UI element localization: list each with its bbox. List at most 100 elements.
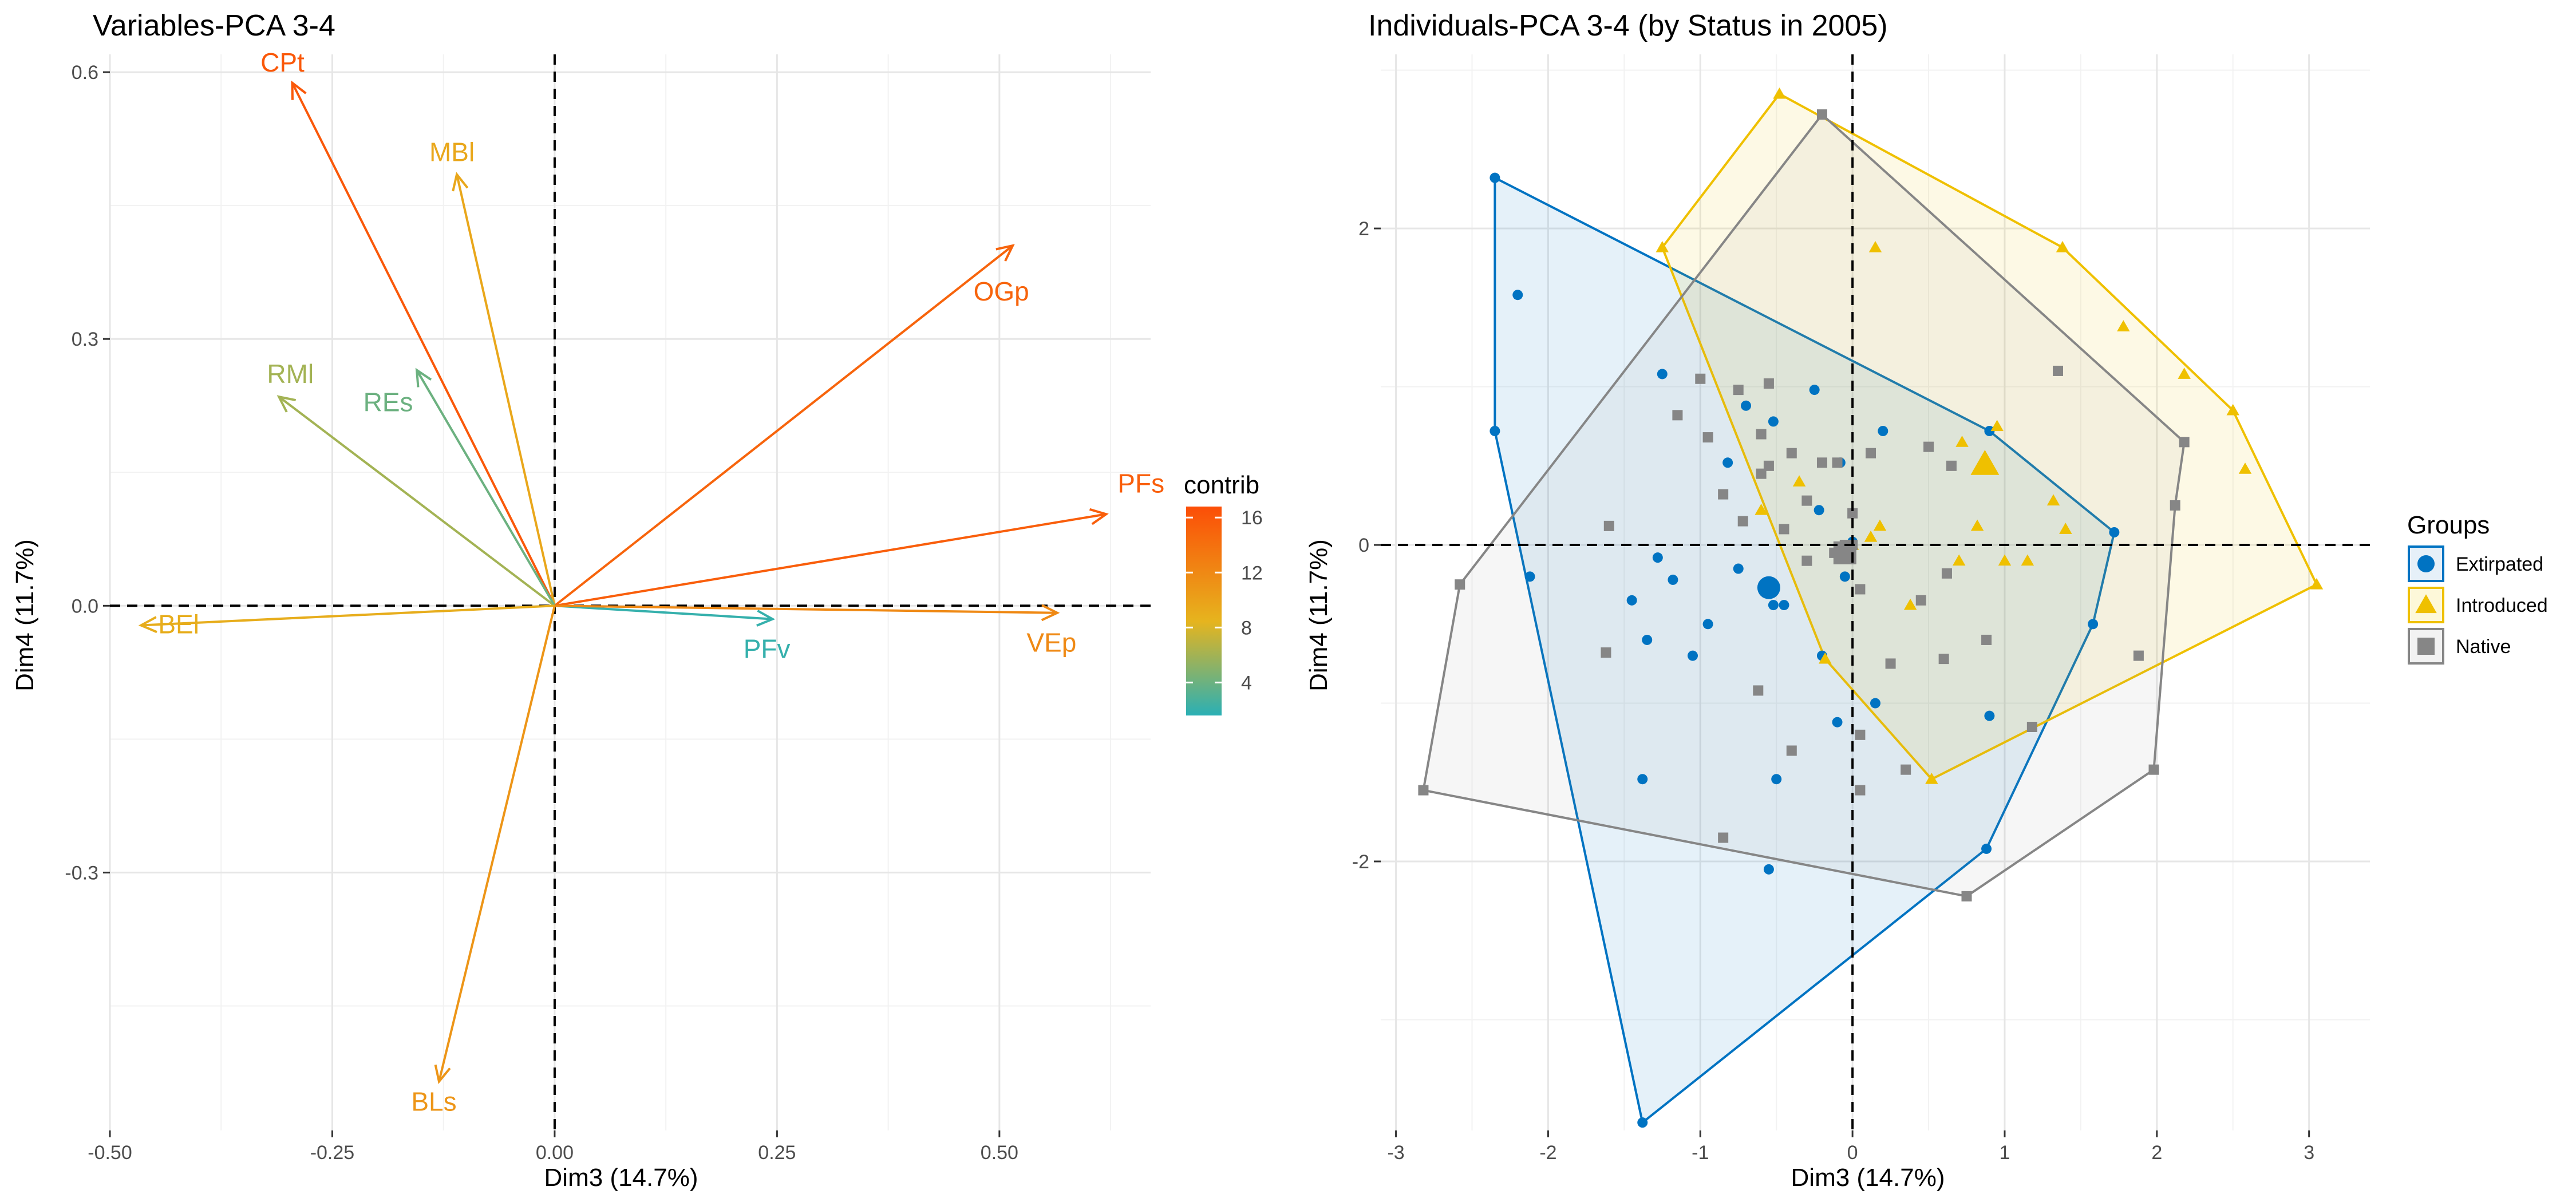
variable-label-ogp: OGp — [974, 276, 1029, 306]
variable-label-rml: RMl — [267, 359, 314, 389]
data-point — [1801, 495, 1812, 506]
x-tick-labels: -3 -2 -1 0 1 2 3 — [1387, 1130, 2314, 1164]
individuals-pca-panel: -3 -2 -1 0 1 2 3 2 0 -2 Individuals-PCA 3-4 (by … — [1305, 9, 2370, 1192]
variable-label-vep: VEp — [1026, 628, 1076, 658]
data-point — [2148, 764, 2159, 775]
data-point — [1819, 652, 1832, 664]
x-tick-label: -3 — [1387, 1142, 1404, 1164]
y-tick-label: 0.6 — [72, 62, 98, 84]
data-point — [1418, 785, 1429, 796]
data-point — [1763, 460, 1774, 471]
data-point — [2026, 722, 2037, 732]
data-point — [2226, 404, 2239, 416]
groups-legend-items: Extirpated Introduced Native — [2408, 545, 2548, 665]
data-point — [1718, 489, 1729, 500]
arrow-shaft — [291, 82, 556, 607]
x-tick-label: -2 — [1539, 1142, 1556, 1164]
group-centroid — [1757, 576, 1780, 599]
data-point — [1855, 785, 1866, 796]
legend-label: Introduced — [2456, 595, 2548, 616]
data-point — [1753, 685, 1764, 696]
points-native — [1418, 109, 2190, 902]
y-tick-label: 0 — [1358, 535, 1369, 556]
data-point — [2056, 241, 2069, 252]
data-point — [1672, 410, 1683, 421]
y-tick-label: 2 — [1358, 218, 1369, 240]
contrib-legend-ticks: 4 8 12 16 — [1186, 507, 1263, 694]
data-point — [1737, 516, 1748, 527]
data-point — [1868, 241, 1882, 252]
y-tick-label: 0.0 — [72, 595, 98, 617]
arrow-head — [756, 610, 776, 627]
x-tick-label: 0.50 — [981, 1142, 1018, 1164]
arrow-shaft — [456, 174, 556, 606]
variable-label-pfv: PFv — [744, 634, 791, 664]
data-point — [1873, 519, 1887, 531]
data-point — [1779, 600, 1789, 611]
group-centroid — [1970, 450, 2000, 475]
data-point — [1952, 554, 1966, 566]
arrow-head — [452, 172, 469, 192]
data-point — [1455, 579, 1465, 590]
data-point — [1814, 505, 1824, 516]
individuals-y-axis-label: Dim4 (11.7%) — [1305, 539, 1333, 691]
x-tick-label: 0 — [1847, 1142, 1858, 1164]
data-point — [1642, 634, 1653, 645]
data-point — [1903, 598, 1917, 610]
data-point — [1773, 87, 1786, 99]
variables-y-axis-label: Dim4 (11.7%) — [11, 539, 39, 691]
y-tick-labels: 2 0 -2 — [1352, 218, 1381, 873]
arrow-head — [291, 80, 307, 100]
data-point — [1741, 400, 1752, 411]
data-point — [1652, 552, 1663, 563]
data-point — [2179, 437, 2190, 448]
groups-legend-title: Groups — [2407, 511, 2490, 539]
data-point — [1970, 519, 1984, 531]
arrow-shaft — [141, 604, 555, 627]
variable-arrow-pfv — [554, 604, 776, 627]
legend-tick-label: 4 — [1241, 672, 1252, 694]
arrow-head — [276, 395, 297, 413]
data-point — [1955, 436, 1969, 447]
variables-x-axis-label: Dim3 (14.7%) — [544, 1164, 698, 1192]
data-point — [1885, 658, 1896, 669]
legend-tick-label: 8 — [1241, 617, 1252, 639]
contrib-color-bar — [1186, 507, 1222, 715]
variable-label-pfs: PFs — [1117, 468, 1164, 498]
x-tick-label: 1 — [2000, 1142, 2010, 1164]
data-point — [2117, 320, 2130, 331]
data-point — [1755, 503, 1768, 515]
data-point — [1938, 654, 1949, 665]
data-point — [1816, 457, 1827, 468]
variable-arrow-bel — [138, 604, 555, 634]
arrow-shaft — [554, 604, 773, 620]
data-point — [1946, 460, 1957, 471]
data-point — [1832, 717, 1843, 727]
hull-extirpated — [1494, 176, 2116, 1125]
variable-arrow-rml — [276, 395, 556, 607]
data-point — [1901, 764, 1911, 775]
arrow-head — [1041, 604, 1060, 622]
y-tick-labels: 0.6 0.3 0.0 -0.3 — [65, 62, 110, 884]
data-point — [1490, 172, 1500, 183]
data-point — [1941, 568, 1952, 579]
arrow-head — [415, 367, 432, 388]
data-point — [1855, 584, 1866, 595]
variable-arrow-ogp — [554, 244, 1015, 607]
individuals-chart-title: Individuals-PCA 3-4 (by Status in 2005) — [1368, 9, 1888, 42]
variables-pca-panel: CPt MBl OGp RMl REs PFs BEl PFv VEp BLs -0.50 -0.2… — [11, 9, 1164, 1192]
x-tick-label: 0.25 — [758, 1142, 796, 1164]
legend-key — [2408, 628, 2444, 665]
data-point — [1866, 448, 1876, 458]
arrow-head — [995, 244, 1015, 262]
data-point — [1981, 843, 1992, 854]
data-point — [2310, 578, 2324, 590]
groups-legend: Groups Extirpated Introduced Native — [2407, 511, 2548, 665]
data-point — [1512, 290, 1523, 300]
data-point — [2238, 462, 2252, 474]
data-point — [2053, 365, 2064, 376]
data-point — [2170, 500, 2180, 511]
variable-arrow-res — [415, 367, 556, 607]
y-tick-label: -0.3 — [65, 862, 98, 884]
